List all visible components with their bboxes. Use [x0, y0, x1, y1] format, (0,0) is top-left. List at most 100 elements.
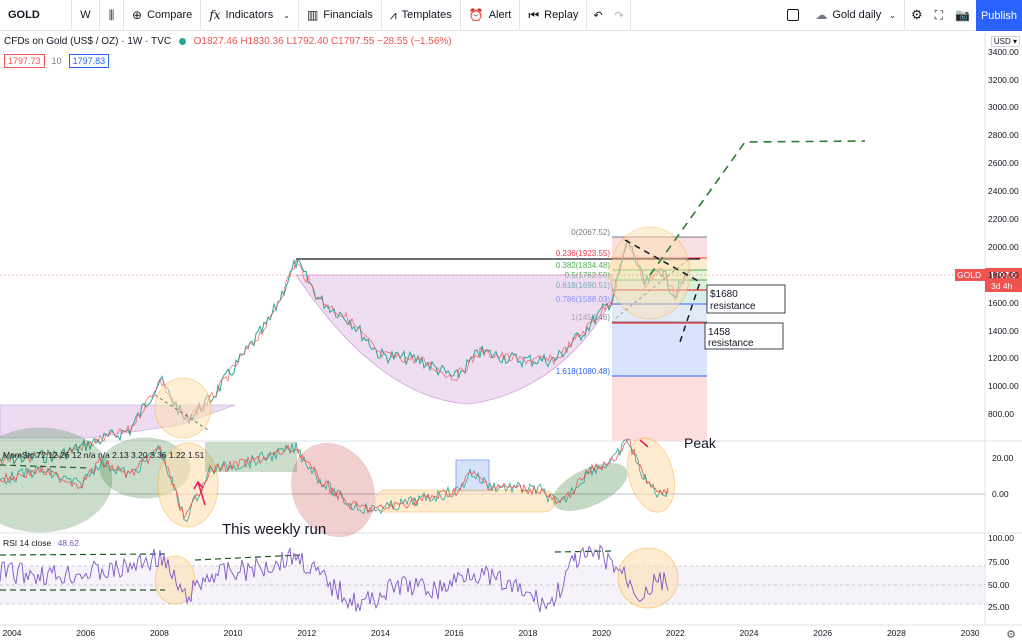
highlight-ellipse — [609, 226, 691, 320]
symbol-price-tag-text: GOLD — [957, 270, 981, 280]
arrow-line — [639, 439, 649, 448]
select-layout-checkbox[interactable] — [779, 0, 807, 31]
symbol-legend: CFDs on Gold (US$ / OZ) · 1W · TVC O1827… — [4, 36, 452, 47]
rsi-tick-label: 25.00 — [988, 602, 1010, 612]
year-tick-label: 2026 — [813, 628, 832, 638]
settings-button[interactable]: ⚙ — [905, 0, 929, 31]
momentum-legend: MomStc 72 12 26 12 n/a n/a 2.13 3.20 3.3… — [3, 450, 204, 460]
chart-type-button[interactable]: ⫼ — [100, 0, 124, 31]
fullscreen-icon: ⛶ — [934, 7, 944, 22]
layout-name-label: Gold daily — [832, 9, 882, 21]
alert-button[interactable]: ⏰ Alert — [461, 0, 521, 31]
replay-button[interactable]: ⏮ Replay — [520, 0, 588, 31]
undo-icon: ↶ — [593, 9, 603, 22]
highlight-ellipse — [291, 442, 375, 538]
resistance-1458-box[interactable] — [704, 322, 784, 350]
templates-label: Templates — [401, 9, 452, 21]
spread-value: 10 — [51, 56, 62, 66]
price-tick-label: 2000.00 — [988, 242, 1019, 252]
year-tick-label: 2012 — [297, 628, 316, 638]
currency-label: USD — [993, 37, 1011, 46]
last-price-value: 1797.5 — [990, 270, 1016, 280]
fib-level-label: 1.618(1080.48) — [556, 367, 611, 376]
bar-chart-icon: ▥ — [306, 8, 319, 22]
redo-icon: ↷ — [614, 9, 624, 22]
price-tick-label: 2400.00 — [988, 186, 1019, 196]
layout-name-button[interactable]: ☁ Gold daily ⌄ — [807, 0, 905, 31]
market-status-icon — [178, 37, 186, 45]
publish-button[interactable]: Publish — [976, 0, 1022, 31]
fib-level-label: 0.382(1834.48) — [556, 261, 611, 270]
square-icon — [787, 9, 800, 21]
year-tick-label: 2004 — [3, 628, 22, 638]
symbol-search-button[interactable]: GOLD — [0, 0, 72, 31]
gear-icon: ⚙ — [1006, 629, 1016, 641]
price-tick-label: 3200.00 — [988, 75, 1019, 85]
time-axis[interactable]: 2004 2006 2008 2010 2012 2014 2016 2018 2020 2022… — [3, 628, 980, 638]
fib-zone — [612, 322, 707, 376]
price-tick-label: 3400.00 — [988, 47, 1019, 57]
rsi-label: RSI 14 close — [3, 538, 52, 548]
rsi-tick-label: 100.00 — [988, 533, 1014, 543]
symbol-title: CFDs on Gold (US$ / OZ) · 1W · TVC — [4, 36, 172, 47]
undo-button[interactable]: ↶ — [587, 0, 608, 31]
replay-label: Replay — [544, 9, 579, 21]
highlight-ellipse — [154, 377, 212, 439]
fib-zone — [612, 376, 707, 441]
ohlc-values: O1827.46 H1830.36 L1792.40 C1797.55 −28.… — [193, 36, 452, 47]
highlight-ellipse — [0, 427, 113, 533]
rsi-tick-label: 75.00 — [988, 557, 1010, 567]
financials-button[interactable]: ▥ Financials — [299, 0, 382, 31]
year-tick-label: 2022 — [666, 628, 685, 638]
axis-settings-button[interactable]: ⚙ — [1006, 628, 1016, 641]
year-tick-label: 2016 — [445, 628, 464, 638]
bid-ask-boxes: 1797.73 10 1797.83 — [4, 54, 110, 68]
price-tick-label: 800.00 — [988, 409, 1014, 419]
year-tick-label: 2006 — [76, 628, 95, 638]
price-tick-label: 3000.00 — [988, 102, 1019, 112]
price-axis[interactable]: 3400.00 3200.00 3000.00 2800.00 2600.00 2400.… — [988, 47, 1019, 612]
indicators-button[interactable]: fx Indicators ⌄ — [201, 0, 299, 31]
cup-pattern-shape — [295, 274, 613, 405]
redo-button[interactable]: ↷ — [609, 0, 631, 31]
fib-level-label: 0(2067.52) — [571, 228, 610, 237]
ask-price[interactable]: 1797.83 — [68, 54, 110, 68]
templates-button[interactable]: ⩘ Templates — [382, 0, 461, 31]
top-toolbar: GOLD W ⫼ ⊕ Compare fx Indicators ⌄ ▥ Fin… — [0, 0, 1022, 31]
resistance-1680-price: $1680 — [710, 289, 738, 300]
fullscreen-button[interactable]: ⛶ — [929, 0, 949, 31]
currency-selector[interactable]: USD ▾ — [990, 36, 1020, 47]
snapshot-button[interactable]: 📷 — [949, 0, 976, 31]
year-tick-label: 2028 — [887, 628, 906, 638]
price-tick-label: 1400.00 — [988, 326, 1019, 336]
compare-button[interactable]: ⊕ Compare — [124, 0, 202, 31]
templates-icon: ⩘ — [389, 7, 397, 22]
peak-annotation: Peak — [684, 435, 717, 451]
candles-icon: ⫼ — [108, 7, 115, 22]
highlight-ellipse — [617, 547, 679, 609]
replay-icon: ⏮ — [528, 7, 540, 22]
price-tick-label: 1200.00 — [988, 353, 1019, 363]
mom-tick-label: 20.00 — [992, 453, 1014, 463]
momentum-signal-series — [0, 438, 669, 519]
trend-line — [615, 257, 691, 319]
alert-label: Alert — [488, 9, 512, 21]
chart-canvas[interactable]: 0(2067.52) 0.236(1923.55) 0.382(1834.48) 0.… — [0, 31, 1022, 643]
cloud-icon: ☁ — [815, 8, 828, 22]
rsi-series — [0, 544, 669, 613]
camera-icon: 📷 — [955, 8, 970, 22]
projection-up-line — [649, 140, 866, 276]
resistance-1458-word: resistance — [708, 338, 754, 349]
bid-price[interactable]: 1797.73 — [4, 54, 45, 68]
interval-button[interactable]: W — [72, 0, 100, 31]
symbol-price-tag — [955, 269, 985, 281]
price-series-down — [0, 238, 690, 466]
divergence-line — [0, 464, 91, 469]
rsi-value: 48.62 — [57, 538, 79, 548]
alarm-clock-icon: ⏰ — [468, 8, 484, 22]
plus-circle-icon: ⊕ — [132, 8, 143, 22]
divergence-line — [0, 553, 166, 556]
resistance-1680-box[interactable] — [706, 284, 786, 314]
price-tick-label: 2200.00 — [988, 214, 1019, 224]
